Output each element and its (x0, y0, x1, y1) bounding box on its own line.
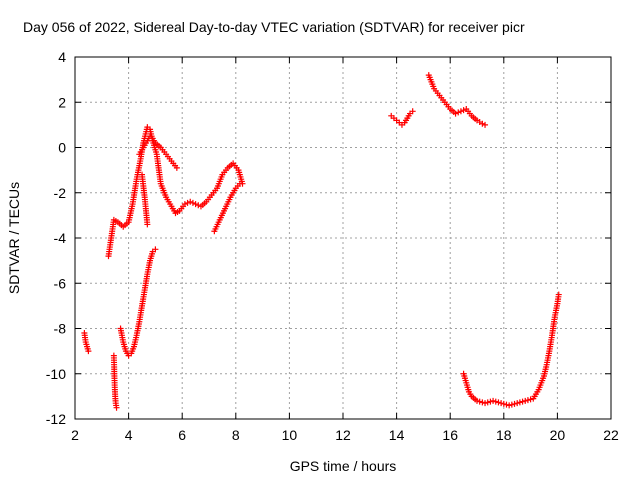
x-tick-label: 16 (442, 427, 458, 443)
x-tick-label: 4 (125, 427, 133, 443)
data-point (522, 397, 529, 404)
track-marker (455, 109, 462, 116)
track-marker (476, 398, 483, 405)
data-point (192, 201, 199, 208)
data-point (173, 164, 180, 171)
x-tick-label: 6 (178, 427, 186, 443)
track-marker (189, 199, 196, 206)
y-tick-label: 0 (58, 140, 66, 156)
series-5 (136, 133, 180, 171)
track-marker (519, 398, 526, 405)
track-marker (487, 398, 494, 405)
plot-frame (74, 56, 612, 420)
data-point (187, 198, 194, 205)
y-tick-label: 4 (58, 49, 66, 65)
series-7 (211, 180, 243, 235)
data-point (479, 120, 486, 127)
series-6 (139, 171, 151, 228)
data-point (452, 110, 459, 117)
x-axis-title: GPS time / hours (290, 458, 397, 474)
data-point (457, 108, 464, 115)
series-9 (425, 72, 489, 128)
track-marker (524, 397, 531, 404)
y-tick-label: -12 (46, 411, 66, 427)
y-tick-label: -10 (46, 366, 66, 382)
x-tick-label: 20 (550, 427, 566, 443)
track-marker (184, 199, 191, 206)
x-tick-label: 12 (335, 427, 351, 443)
data-point (482, 121, 489, 128)
track-marker (516, 399, 523, 406)
track-marker (508, 401, 515, 408)
data-point (113, 404, 120, 411)
x-tick-label: 10 (282, 427, 298, 443)
y-tick-label: 2 (58, 94, 66, 110)
track-marker (527, 396, 534, 403)
data-point (490, 397, 497, 404)
series-10 (460, 291, 562, 409)
x-tick-label: 22 (603, 427, 619, 443)
data-point (85, 348, 92, 355)
data-point (555, 291, 562, 298)
track-marker (492, 398, 499, 405)
y-axis-title: SDTVAR / TECUs (6, 182, 22, 294)
track-marker (479, 399, 486, 406)
series-8 (388, 108, 416, 128)
data-point (498, 400, 505, 407)
tick-labels: 2 4 6 8 10 12 14 16 18 20 22 -12 -10 -8 -6 -4 -2 0 2 4 (46, 49, 619, 443)
x-tick-label: 14 (389, 427, 405, 443)
data-point (474, 397, 480, 404)
series-1 (81, 330, 92, 355)
track-marker (484, 399, 491, 406)
data-point (181, 201, 188, 208)
series-3 (117, 246, 159, 359)
series-4 (105, 124, 246, 260)
y-tick-label: -6 (54, 275, 67, 291)
x-tick-label: 18 (496, 427, 512, 443)
data-point (514, 400, 521, 407)
y-tick-label: -8 (54, 321, 67, 337)
data-point (236, 180, 243, 187)
y-tick-label: -2 (54, 185, 67, 201)
data-marks (81, 72, 562, 411)
track-marker (503, 401, 510, 408)
data-point (409, 108, 416, 115)
data-point (482, 400, 489, 407)
y-tick-label: -4 (54, 230, 67, 246)
x-tick-label: 8 (232, 427, 240, 443)
chart-title: Day 056 of 2022, Sidereal Day-to-day VTE… (23, 19, 525, 35)
track-marker (460, 107, 467, 114)
track-marker (495, 399, 502, 406)
data-point (144, 221, 151, 228)
series-2 (110, 352, 120, 411)
track-marker (511, 400, 518, 407)
data-point (152, 246, 159, 253)
track-marker (500, 400, 507, 407)
grid-lines (75, 57, 611, 419)
data-point (506, 402, 513, 409)
x-tick-label: 2 (71, 427, 79, 443)
